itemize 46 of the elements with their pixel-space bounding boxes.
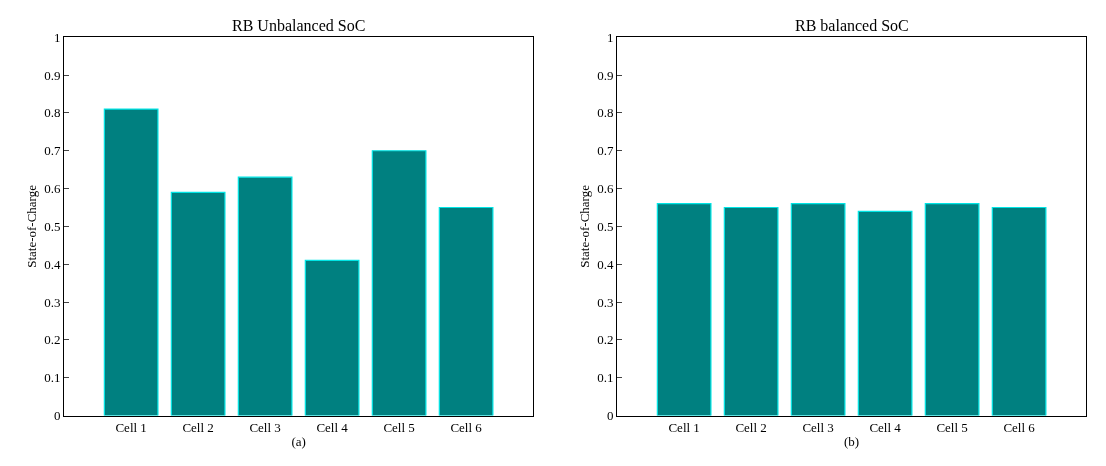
y-tick-label: 1 xyxy=(607,29,614,45)
y-tick-label: 0.1 xyxy=(44,370,61,386)
y-tick-label: 0.8 xyxy=(597,105,614,121)
y-tick-label: 0.9 xyxy=(44,67,61,83)
y-axis-title: State-of-Charge xyxy=(577,184,593,268)
x-tick-label: Cell 5 xyxy=(383,420,415,436)
bar xyxy=(103,108,159,416)
x-tick-label: Cell 2 xyxy=(182,420,214,436)
y-tick-label: 1 xyxy=(54,29,61,45)
x-tick-label: Cell 4 xyxy=(869,420,902,436)
y-tick-label: 0.3 xyxy=(44,294,61,310)
bar xyxy=(371,150,427,416)
y-tick-label: 0.1 xyxy=(597,370,614,386)
bar xyxy=(438,206,494,416)
y-tick-label: 0.7 xyxy=(597,143,615,159)
y-tick-label: 0.2 xyxy=(44,332,61,348)
y-tick-label: 0 xyxy=(54,408,61,424)
y-tick-label: 0.7 xyxy=(44,143,62,159)
y-tick-label: 0 xyxy=(607,408,614,424)
y-tick-label: 0.8 xyxy=(44,105,61,121)
x-tick-label: Cell 2 xyxy=(735,420,767,436)
chart-title: RB balanced SoC xyxy=(795,17,909,34)
y-tick-label: 0.6 xyxy=(44,181,62,197)
y-tick-label: 0.9 xyxy=(597,67,614,83)
bar xyxy=(237,176,293,416)
y-tick-label: 0.3 xyxy=(597,294,614,310)
y-tick-label: 0.4 xyxy=(44,256,62,272)
y-tick-label: 0.5 xyxy=(44,218,61,234)
x-tick-label: Cell 5 xyxy=(936,420,968,436)
x-tick-label: Cell 6 xyxy=(1003,420,1036,436)
y-tick-label: 0.4 xyxy=(597,256,615,272)
y-tick-label: 0.6 xyxy=(597,181,615,197)
y-axis-title: State-of-Charge xyxy=(24,184,40,268)
x-tick-label: Cell 3 xyxy=(802,420,834,436)
x-axis-title: (b) xyxy=(844,433,860,449)
x-tick-label: Cell 1 xyxy=(115,420,147,436)
y-tick-label: 0.2 xyxy=(597,332,614,348)
x-axis-title: (a) xyxy=(291,433,306,449)
x-tick-label: Cell 1 xyxy=(668,420,700,436)
x-tick-label: Cell 4 xyxy=(316,420,349,436)
x-tick-label: Cell 6 xyxy=(450,420,483,436)
bar xyxy=(304,259,360,416)
bar xyxy=(170,191,226,416)
x-tick-label: Cell 3 xyxy=(249,420,281,436)
chart-title: RB Unbalanced SoC xyxy=(232,17,366,34)
y-tick-label: 0.5 xyxy=(597,218,614,234)
